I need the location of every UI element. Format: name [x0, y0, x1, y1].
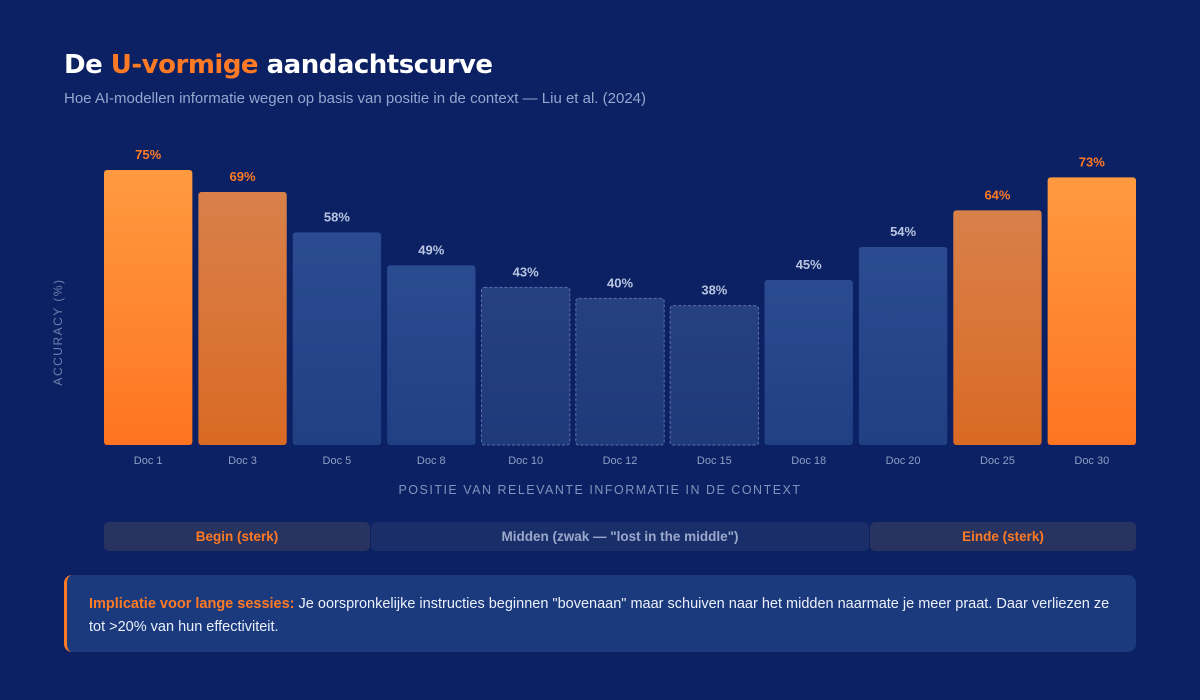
x-tick-label: Doc 25 [980, 455, 1015, 467]
title-suffix: aandachtscurve [258, 50, 493, 80]
bar-doc-18 [764, 280, 853, 445]
x-tick-label: Doc 8 [417, 455, 446, 467]
data-label-doc-25: 64% [984, 187, 1010, 202]
data-label-doc-18: 45% [796, 257, 822, 272]
data-label-doc-5: 58% [324, 209, 350, 224]
data-label-doc-20: 54% [890, 224, 916, 239]
x-tick-label: Doc 10 [508, 455, 543, 467]
zone-end: Einde (sterk) [870, 522, 1136, 551]
page-subtitle: Hoe AI-modellen informatie wegen op basi… [64, 90, 646, 107]
bar-doc-20 [858, 247, 948, 445]
bar-doc-8 [387, 265, 476, 445]
data-label-doc-30: 73% [1079, 154, 1105, 169]
data-label-doc-8: 49% [418, 242, 444, 257]
bar-doc-12 [575, 297, 665, 446]
bar-doc-25 [953, 210, 1042, 445]
bar-doc-15 [669, 305, 760, 446]
bar-doc-10 [480, 286, 571, 446]
data-label-doc-10: 43% [513, 264, 539, 279]
position-zones: Begin (sterk) Midden (zwak — "lost in th… [104, 522, 1136, 551]
title-accent: U-vormige [110, 50, 259, 80]
x-tick-label: Doc 1 [134, 455, 163, 467]
callout-text: Je oorspronkelijke instructies beginnen … [89, 596, 1110, 635]
x-tick-label: Doc 18 [791, 455, 826, 467]
data-label-doc-1: 75% [135, 147, 161, 162]
bars-group: 75% Doc 1 69% Doc 3 58% Doc 5 49% Doc 8 43% Doc 1… [104, 147, 1136, 467]
x-tick-label: Doc 12 [603, 455, 638, 467]
bar-doc-1 [104, 170, 193, 445]
zone-begin: Begin (sterk) [104, 522, 370, 551]
bar-doc-5 [292, 232, 382, 445]
implication-callout: Implicatie voor lange sessies: Je oorspr… [64, 575, 1136, 652]
data-label-doc-15: 38% [701, 283, 727, 298]
x-tick-label: Doc 5 [323, 455, 352, 467]
page-title: De U-vormige aandachtscurve [64, 50, 493, 80]
data-label-doc-12: 40% [607, 275, 633, 290]
callout-lead: Implicatie voor lange sessies: [89, 596, 295, 612]
bar-doc-3 [198, 192, 287, 445]
title-prefix: De [64, 50, 111, 80]
x-tick-label: Doc 30 [1074, 455, 1109, 467]
bar-doc-30 [1047, 177, 1136, 446]
x-tick-label: Doc 3 [228, 455, 257, 467]
data-label-doc-3: 69% [230, 169, 256, 184]
x-tick-label: Doc 15 [697, 455, 732, 467]
x-axis-label: POSITIE VAN RELEVANTE INFORMATIE IN DE C… [398, 483, 802, 497]
x-tick-label: Doc 20 [886, 455, 921, 467]
zone-middle: Midden (zwak — "lost in the middle") [371, 522, 869, 551]
